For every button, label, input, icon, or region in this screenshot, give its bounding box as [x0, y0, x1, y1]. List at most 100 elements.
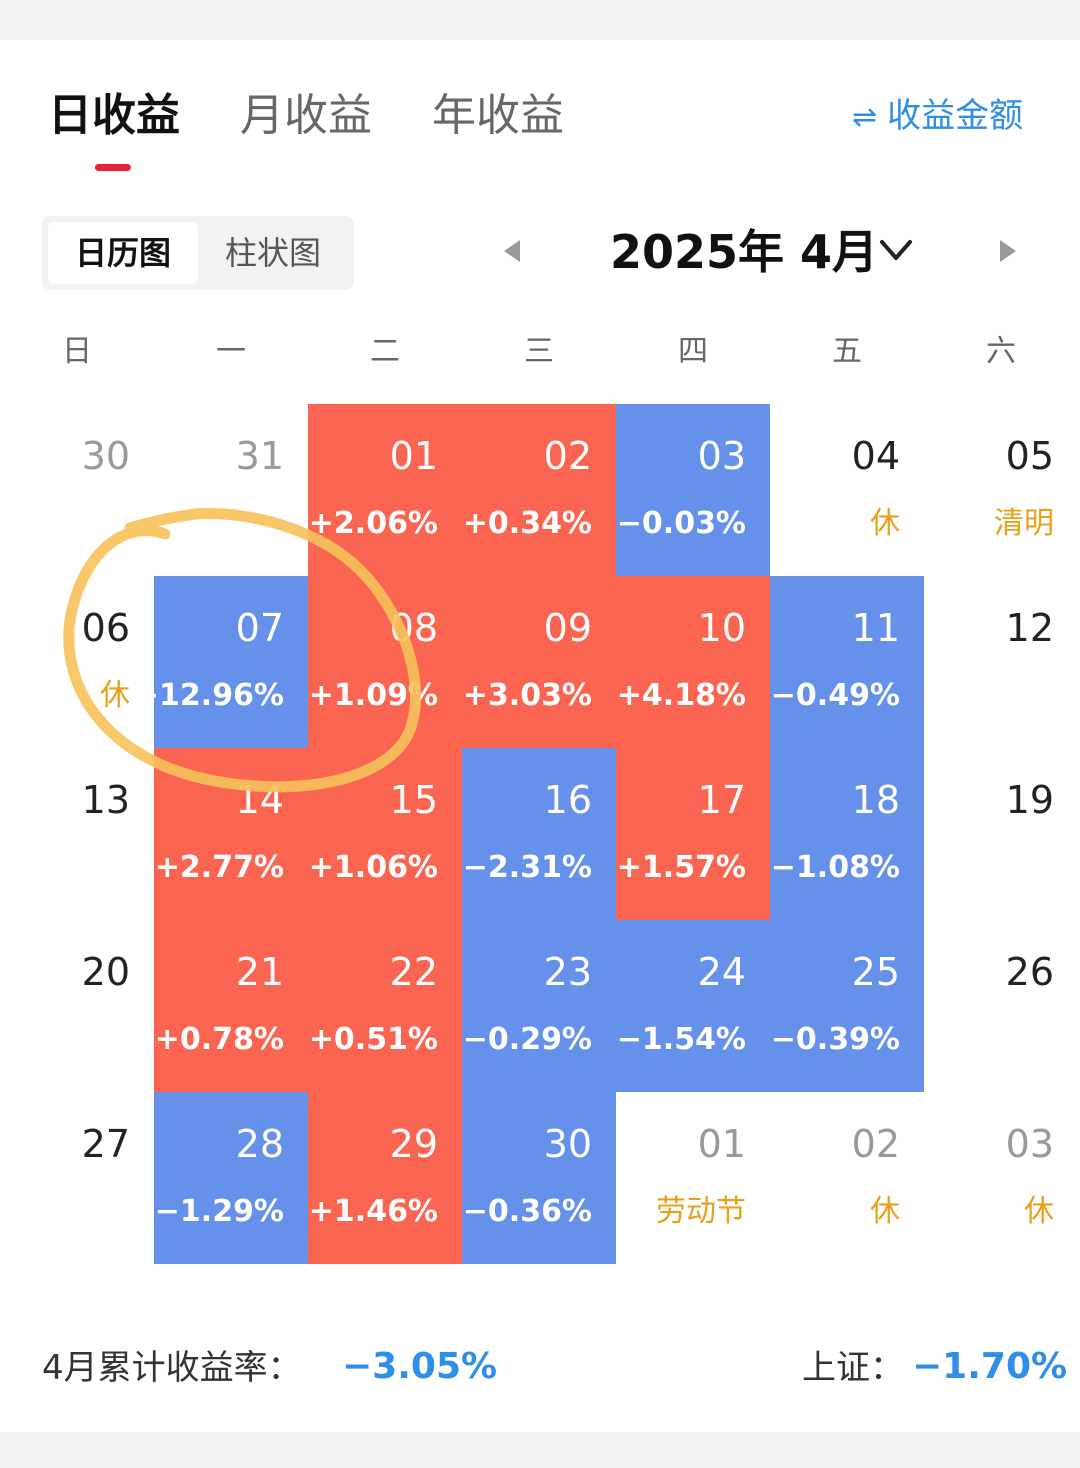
calendar-day-cell[interactable]: 02 +0.34%	[462, 404, 616, 576]
daily-return: +3.03%	[462, 678, 592, 713]
calendar-day-cell[interactable]: 29 +1.46%	[308, 1092, 462, 1264]
calendar-day-cell[interactable]: 05 清明	[924, 404, 1078, 576]
day-number: 09	[543, 606, 592, 650]
calendar-day-cell[interactable]: 30	[0, 404, 154, 576]
tab-yearly-earnings[interactable]: 年收益	[432, 90, 564, 141]
calendar-day-cell[interactable]: 19	[924, 748, 1078, 920]
calendar-day-cell[interactable]: 08 +1.09%	[308, 576, 462, 748]
calendar-day-cell[interactable]: 26	[924, 920, 1078, 1092]
daily-return: −2.31%	[462, 850, 592, 885]
calendar-day-cell[interactable]: 23 −0.29%	[462, 920, 616, 1092]
cumulative-return-label: 4月累计收益率：	[42, 1348, 302, 1388]
day-number: 08	[389, 606, 438, 650]
calendar-day-cell[interactable]: 03 −0.03%	[616, 404, 770, 576]
calendar-day-cell[interactable]: 31	[154, 404, 308, 576]
day-number: 24	[697, 950, 746, 994]
day-number: 06	[81, 606, 130, 650]
calendar-view-button[interactable]: 日历图	[48, 222, 198, 284]
calendar-day-cell[interactable]: 18 −1.08%	[770, 748, 924, 920]
day-number: 16	[543, 778, 592, 822]
daily-return: −0.03%	[616, 506, 746, 541]
calendar-day-cell[interactable]: 21 +0.78%	[154, 920, 308, 1092]
day-number: 15	[389, 778, 438, 822]
holiday-note: 休	[870, 506, 900, 541]
daily-return: +1.57%	[616, 850, 746, 885]
day-number: 11	[851, 606, 900, 650]
day-number: 17	[697, 778, 746, 822]
toggle-amount-label: 收益金额	[887, 96, 1024, 136]
day-number: 19	[1005, 778, 1054, 822]
calendar-day-cell[interactable]: 20	[0, 920, 154, 1092]
calendar-day-cell[interactable]: 22 +0.51%	[308, 920, 462, 1092]
daily-return: −12.96%	[133, 678, 284, 713]
day-number: 01	[697, 1122, 746, 1166]
holiday-note: 休	[870, 1194, 900, 1229]
active-tab-indicator	[95, 164, 131, 171]
view-switch: 日历图 柱状图	[42, 216, 354, 290]
calendar-day-cell[interactable]: 28 −1.29%	[154, 1092, 308, 1264]
calendar-day-cell[interactable]: 10 +4.18%	[616, 576, 770, 748]
shanghai-index-value: −1.70%	[912, 1346, 1068, 1387]
weekday-label: 一	[216, 334, 246, 369]
calendar-day-cell[interactable]: 15 +1.06%	[308, 748, 462, 920]
day-number: 04	[851, 434, 900, 478]
calendar-day-cell[interactable]: 01 劳动节	[616, 1092, 770, 1264]
day-number: 30	[543, 1122, 592, 1166]
day-number: 23	[543, 950, 592, 994]
daily-return: +2.06%	[308, 506, 438, 541]
bar-chart-view-button[interactable]: 柱状图	[224, 234, 321, 272]
daily-return: −0.49%	[770, 678, 900, 713]
day-number: 29	[389, 1122, 438, 1166]
caret-left-icon[interactable]	[498, 236, 528, 266]
day-number: 20	[81, 950, 130, 994]
day-number: 03	[1005, 1122, 1054, 1166]
calendar-day-cell[interactable]: 04 休	[770, 404, 924, 576]
tab-daily-earnings[interactable]: 日收益	[48, 90, 180, 141]
toggle-amount-button[interactable]: ⇌ 收益金额	[852, 94, 1023, 140]
weekday-label: 二	[370, 334, 400, 369]
calendar-day-cell[interactable]: 02 休	[770, 1092, 924, 1264]
weekday-label: 六	[986, 334, 1016, 369]
caret-right-icon[interactable]	[992, 236, 1022, 266]
weekday-label: 四	[678, 334, 708, 369]
chevron-down-icon[interactable]	[876, 232, 916, 268]
daily-return: −1.54%	[616, 1022, 746, 1057]
calendar-day-cell[interactable]: 03 休	[924, 1092, 1078, 1264]
day-number: 13	[81, 778, 130, 822]
daily-return: −1.08%	[770, 850, 900, 885]
daily-return: −0.36%	[462, 1194, 592, 1229]
calendar-day-cell[interactable]: 09 +3.03%	[462, 576, 616, 748]
calendar-day-cell[interactable]: 07 −12.96%	[134, 576, 308, 748]
calendar-day-cell[interactable]: 11 −0.49%	[770, 576, 924, 748]
calendar-day-cell[interactable]: 13	[0, 748, 154, 920]
day-number: 12	[1005, 606, 1054, 650]
calendar-day-cell[interactable]: 12	[924, 576, 1078, 748]
daily-return: +0.51%	[308, 1022, 438, 1057]
calendar-day-cell[interactable]: 24 −1.54%	[616, 920, 770, 1092]
daily-return: +1.09%	[308, 678, 438, 713]
daily-return: −1.29%	[154, 1194, 284, 1229]
day-number: 30	[81, 434, 130, 478]
day-number: 07	[235, 606, 284, 650]
daily-return: +2.77%	[154, 850, 284, 885]
tab-monthly-earnings[interactable]: 月收益	[240, 90, 372, 141]
calendar-day-cell[interactable]: 01 +2.06%	[308, 404, 462, 576]
daily-return: −0.39%	[770, 1022, 900, 1057]
calendar-day-cell[interactable]: 06 休	[0, 576, 154, 748]
daily-return: +0.78%	[154, 1022, 284, 1057]
calendar-day-cell[interactable]: 25 −0.39%	[770, 920, 924, 1092]
month-title[interactable]: 2025年 4月	[610, 225, 879, 279]
shanghai-index-label: 上证：	[802, 1348, 904, 1388]
weekday-label: 三	[524, 334, 554, 369]
calendar-day-cell[interactable]: 17 +1.57%	[616, 748, 770, 920]
daily-return: +0.34%	[462, 506, 592, 541]
calendar-day-cell[interactable]: 27	[0, 1092, 154, 1264]
calendar-day-cell[interactable]: 14 +2.77%	[154, 748, 308, 920]
day-number: 03	[697, 434, 746, 478]
day-number: 18	[851, 778, 900, 822]
calendar-day-cell[interactable]: 30 −0.36%	[462, 1092, 616, 1264]
calendar-day-cell[interactable]: 16 −2.31%	[462, 748, 616, 920]
day-number: 14	[235, 778, 284, 822]
day-number: 01	[389, 434, 438, 478]
day-number: 10	[697, 606, 746, 650]
